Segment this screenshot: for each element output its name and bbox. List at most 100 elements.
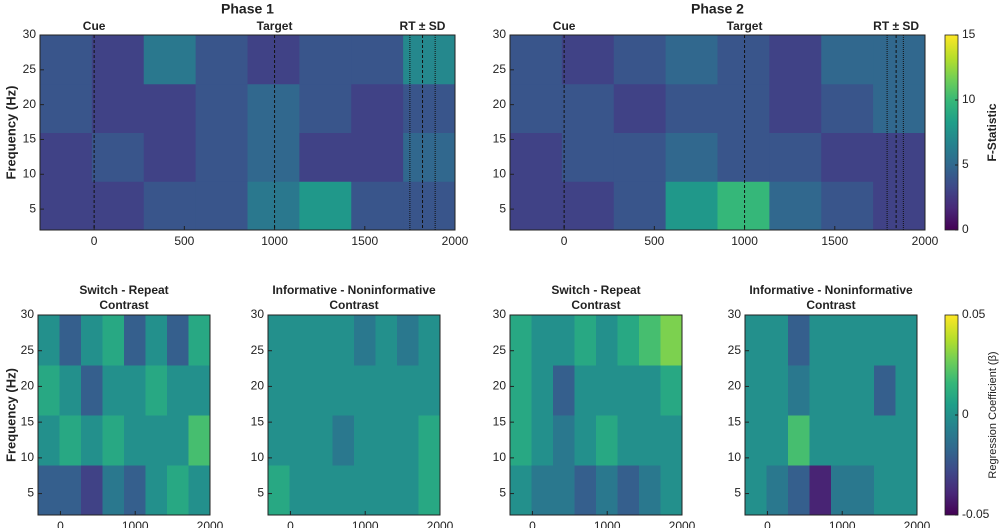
heat-cell xyxy=(874,365,896,416)
panel-title: Contrast xyxy=(806,298,855,312)
heat-cell xyxy=(639,315,661,366)
heat-cell xyxy=(188,365,211,416)
heat-cell xyxy=(809,465,832,516)
rt-label: RT ± SD xyxy=(400,19,446,33)
x-tick-label: 2000 xyxy=(197,519,224,528)
y-tick-label: 15 xyxy=(23,132,37,146)
heat-cell xyxy=(617,365,640,416)
heat-cell xyxy=(531,415,554,466)
heat-cell xyxy=(561,181,615,231)
heat-cell xyxy=(660,465,683,516)
heat-cell xyxy=(102,415,125,466)
colorbar-tick-label: 10 xyxy=(962,92,976,106)
heat-cell xyxy=(745,315,767,366)
panel-title: Informative - Noninformative xyxy=(272,283,436,297)
colorbar-tick-label: 0.05 xyxy=(962,307,986,321)
heat-cell xyxy=(617,415,640,466)
x-tick-label: 2000 xyxy=(669,519,696,528)
heat-cell xyxy=(351,181,404,231)
y-tick-label: 30 xyxy=(493,27,507,41)
heat-cell xyxy=(766,365,789,416)
heat-cell xyxy=(268,315,290,366)
heat-cell xyxy=(873,181,926,231)
heat-cell xyxy=(38,415,60,466)
colorbar-tick-label: 5 xyxy=(962,157,969,171)
heat-cell xyxy=(831,315,853,366)
x-tick-label: 1000 xyxy=(122,519,149,528)
heat-cell xyxy=(660,415,683,466)
heat-cell xyxy=(617,315,640,366)
heat-cell xyxy=(59,465,82,516)
colorbar xyxy=(944,34,959,231)
x-tick-label: 0 xyxy=(764,519,771,528)
y-tick-label: 10 xyxy=(251,450,265,464)
heat-cell xyxy=(510,315,532,366)
heat-cell xyxy=(821,132,874,182)
heat-cell xyxy=(59,365,82,416)
heat-cell xyxy=(531,465,554,516)
heat-cell xyxy=(745,365,767,416)
heat-cell xyxy=(665,132,718,182)
heat-cell xyxy=(809,365,832,416)
y-tick-label: 20 xyxy=(251,379,265,393)
heat-cell xyxy=(766,315,789,366)
heat-cell xyxy=(247,35,300,85)
heat-cell xyxy=(40,35,93,85)
x-tick-label: 500 xyxy=(174,234,194,248)
colorbar-tick-label: 0 xyxy=(962,222,969,236)
heat-cell xyxy=(665,35,718,85)
panel-title: Contrast xyxy=(99,298,148,312)
y-tick-label: 25 xyxy=(728,343,742,357)
heat-cell xyxy=(873,83,926,133)
heat-cell xyxy=(145,315,168,366)
heat-cell xyxy=(831,365,853,416)
heat-cell xyxy=(717,35,770,85)
heat-cell xyxy=(553,465,575,516)
heat-cell xyxy=(510,181,563,231)
colorbar-tick-label: 15 xyxy=(962,27,976,41)
heat-cell xyxy=(299,181,352,231)
panel-title: Switch - Repeat xyxy=(79,283,168,297)
heat-cell xyxy=(397,415,419,466)
heat-cell xyxy=(717,83,770,133)
heat-cell xyxy=(102,365,125,416)
heat-cell xyxy=(375,415,398,466)
heat-cell xyxy=(145,465,168,516)
y-tick-label: 10 xyxy=(21,450,35,464)
heat-cell xyxy=(596,315,618,366)
event-label: Cue xyxy=(83,19,106,33)
heat-cell xyxy=(852,465,875,516)
heat-cell xyxy=(769,83,822,133)
heat-cell xyxy=(299,35,352,85)
heat-cell xyxy=(553,315,575,366)
heat-cell xyxy=(510,35,563,85)
heat-cell xyxy=(375,465,398,516)
x-tick-label: 0 xyxy=(91,234,98,248)
heat-cell xyxy=(59,415,82,466)
heat-cell xyxy=(788,465,810,516)
heat-cell xyxy=(299,83,352,133)
heat-cell xyxy=(745,415,767,466)
heat-cell xyxy=(821,35,874,85)
heat-cell xyxy=(821,181,874,231)
heat-cell xyxy=(311,365,333,416)
heat-cell xyxy=(143,83,197,133)
heat-cell xyxy=(91,35,145,85)
x-tick-label: 2000 xyxy=(912,234,939,248)
heat-cell xyxy=(143,35,197,85)
heat-cell xyxy=(332,365,355,416)
heat-cell xyxy=(167,465,189,516)
heat-cell xyxy=(852,415,875,466)
heat-cell xyxy=(895,365,918,416)
heat-cell xyxy=(418,365,441,416)
y-tick-label: 10 xyxy=(493,166,507,180)
heat-cell xyxy=(124,465,146,516)
heat-cell xyxy=(613,83,667,133)
colorbar-label: Regression Coefficient (β) xyxy=(987,351,999,478)
heat-cell xyxy=(289,415,312,466)
heat-cell xyxy=(289,465,312,516)
heat-cell xyxy=(38,315,60,366)
heat-cell xyxy=(91,132,145,182)
heat-cell xyxy=(247,181,300,231)
heat-cell xyxy=(596,365,618,416)
